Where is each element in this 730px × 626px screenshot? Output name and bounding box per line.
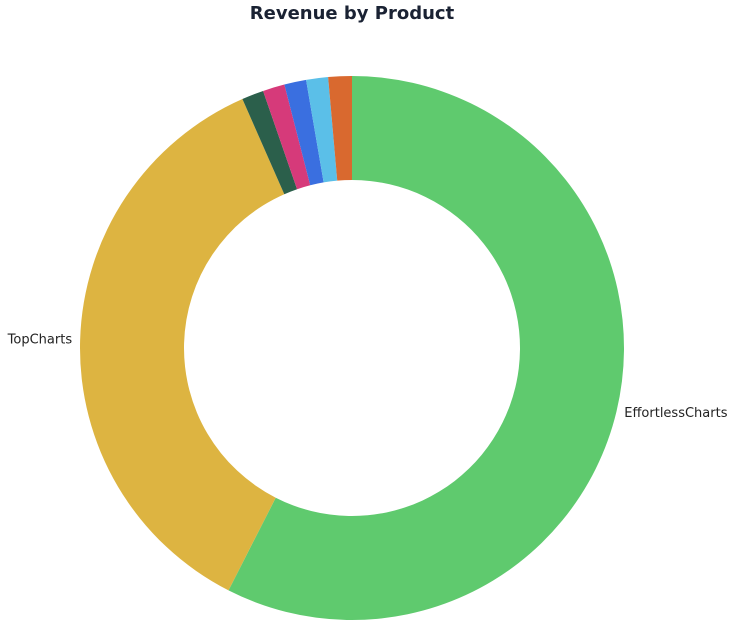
slice (263, 84, 311, 190)
slice (306, 77, 338, 183)
slice-label: TopCharts (7, 333, 73, 348)
slice (80, 99, 285, 591)
slice (242, 90, 298, 195)
chart-title: Revenue by Product (250, 3, 455, 24)
slice (228, 76, 624, 620)
slice (284, 79, 324, 186)
slice-label: EffortlessCharts (624, 406, 727, 421)
slice (328, 76, 352, 181)
